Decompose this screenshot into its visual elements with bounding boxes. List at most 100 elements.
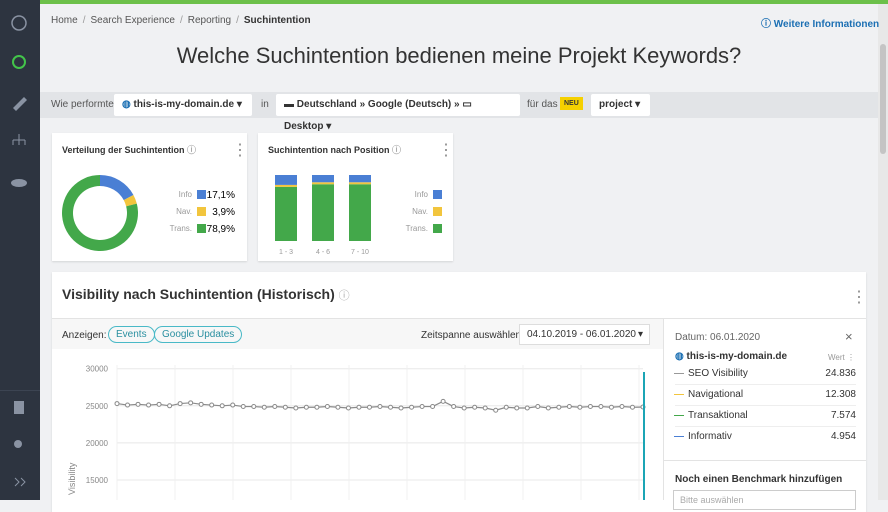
- date-range-text: 04.10.2019 - 06.01.2020: [527, 329, 636, 340]
- point: [619, 404, 625, 410]
- legend-label: Nav.: [412, 207, 428, 216]
- y-tick-label: 15000: [86, 476, 109, 485]
- bar-segment: [275, 186, 297, 241]
- row-name: Transaktional: [688, 410, 748, 421]
- point: [324, 404, 330, 410]
- market-dropdown[interactable]: ▬ Deutschland » Google (Deutsch) » ▭ Des…: [276, 94, 520, 132]
- point: [482, 405, 488, 411]
- section-title: Visibility nach Suchintention (Historisc…: [62, 286, 350, 302]
- point: [598, 404, 604, 410]
- legend-label: Nav.: [176, 207, 192, 216]
- donut-slice: [123, 194, 137, 207]
- panel-domain: ◍ this-is-my-domain.de: [675, 351, 788, 362]
- bar-segment: [275, 175, 297, 185]
- row-name: Informativ: [688, 431, 732, 442]
- legend-label: Info: [179, 190, 193, 199]
- point: [293, 405, 299, 411]
- legend-swatch: [433, 207, 442, 216]
- row-value: 7.574: [830, 410, 856, 421]
- breadcrumb-sep: /: [179, 15, 183, 26]
- info-link[interactable]: ⓘ Weitere Informationen: [761, 19, 880, 30]
- point: [261, 404, 267, 410]
- legend-swatch: [197, 207, 206, 216]
- menu[interactable]: ⋮: [232, 142, 248, 159]
- device-text: Desktop: [284, 121, 324, 132]
- new-badge: NEU: [560, 97, 583, 110]
- panel-domain-text: this-is-my-domain.de: [686, 351, 788, 362]
- card-title: Suchintention nach Position ⓘ: [268, 145, 402, 155]
- bar-segment: [349, 175, 371, 183]
- engine-text: Google (Deutsch): [367, 99, 452, 110]
- point: [409, 404, 415, 410]
- visibility-card: [52, 272, 866, 512]
- legend-swatch: [197, 224, 206, 233]
- project-dropdown[interactable]: project ▾: [591, 94, 650, 116]
- point: [251, 404, 257, 410]
- point: [577, 404, 583, 410]
- point: [419, 404, 425, 410]
- legend-label: Trans.: [406, 224, 428, 233]
- menu[interactable]: ⋮: [438, 142, 454, 159]
- row-name: SEO Visibility: [688, 368, 748, 379]
- point: [524, 405, 530, 411]
- close[interactable]: ×: [845, 329, 853, 344]
- point: [377, 404, 383, 410]
- project-text: project: [599, 99, 633, 110]
- point: [198, 401, 204, 407]
- toolbar-label: Zeitspanne auswählen:: [421, 330, 524, 341]
- row-name: Navigational: [688, 389, 744, 400]
- filter-label: in: [261, 99, 269, 110]
- breadcrumb-item: Reporting: [187, 15, 232, 26]
- row-sep: [675, 426, 856, 427]
- point: [209, 402, 215, 408]
- legend-swatch: [197, 190, 206, 199]
- point: [514, 405, 520, 411]
- date-range[interactable]: 04.10.2019 - 06.01.2020 ▾: [519, 324, 650, 345]
- y-tick-label: 25000: [86, 402, 109, 411]
- breadcrumb: Home / Search Experience / Reporting / Suchint…: [51, 15, 311, 26]
- breadcrumb-item: Suchintention: [243, 15, 311, 26]
- country-text: Deutschland: [296, 99, 357, 110]
- domain-dropdown[interactable]: ◍ this-is-my-domain.de ▾: [114, 94, 252, 116]
- bar-segment: [312, 184, 334, 241]
- charts: Info 17,1% Nav. 3,9% Trans. 78,9% 1 - 3 4 - 6 7 …: [61, 174, 646, 500]
- point: [388, 404, 394, 410]
- filter-label: Wie performte: [51, 99, 114, 110]
- updates-button[interactable]: Google Updates: [154, 326, 243, 343]
- point: [146, 402, 152, 408]
- bar-segment: [349, 182, 371, 185]
- point: [535, 404, 541, 410]
- point: [282, 404, 288, 410]
- panel-col: Wert ⋮: [828, 353, 855, 362]
- value-label: 3,9%: [212, 207, 235, 218]
- row-value: 12.308: [825, 389, 856, 400]
- page-title: Welche Suchintention bedienen meine Proj…: [176, 43, 742, 68]
- point: [461, 405, 467, 411]
- point: [114, 401, 120, 407]
- sidebar: [0, 0, 40, 500]
- point: [608, 404, 614, 410]
- point: [556, 404, 562, 410]
- point: [440, 398, 446, 404]
- point: [629, 404, 635, 410]
- point: [430, 404, 436, 410]
- point: [366, 404, 372, 410]
- point: [503, 404, 509, 410]
- panel-border: [663, 319, 664, 500]
- row-sep: [675, 384, 856, 385]
- x-tick-label: 4 - 6: [316, 249, 330, 256]
- menu[interactable]: ⋮: [851, 289, 867, 306]
- legend-swatch: [433, 224, 442, 233]
- breadcrumb-item: Home: [51, 15, 78, 26]
- top-bar: [40, 0, 888, 4]
- row-line: [674, 436, 684, 437]
- info-link-text[interactable]: Weitere Informationen: [773, 19, 880, 30]
- point: [587, 404, 593, 410]
- y-axis-label: Visibility: [67, 462, 77, 495]
- point: [188, 400, 194, 406]
- row-line: [674, 394, 684, 395]
- divider: [52, 318, 866, 319]
- card-title-text: Verteilung der Suchintention: [62, 145, 185, 155]
- breadcrumb-item: Search Experience: [90, 15, 175, 26]
- point: [314, 404, 320, 410]
